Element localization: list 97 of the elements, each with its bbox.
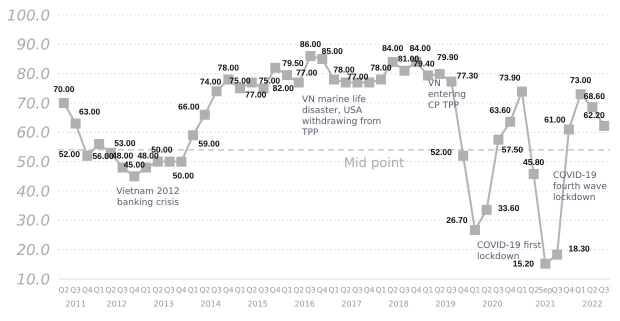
point [317, 54, 328, 64]
data-label: 77.30 [456, 70, 478, 81]
data-label: 70.00 [53, 84, 75, 94]
text: 2020 [482, 300, 503, 309]
data-label: 52.00 [430, 146, 452, 157]
data-label: 53.00 [114, 138, 136, 148]
data-label: 63.00 [78, 106, 101, 117]
y-tick-label: 50.0 [16, 152, 50, 171]
point [329, 74, 339, 85]
y-tick-label: 60.0 [16, 124, 50, 142]
point [306, 51, 316, 62]
data-label: 77.00 [296, 67, 318, 78]
data-label: 45.00 [124, 159, 146, 170]
data-label: 26.70 [446, 215, 468, 226]
y-tick-label: 30.0 [16, 212, 50, 230]
data-label: 77.00 [245, 89, 267, 100]
data-label: 78.00 [333, 64, 355, 75]
annotation: Vietnam 2012 banking crisis [116, 187, 180, 208]
text: 2012 [106, 300, 127, 309]
y-tick-label: 100.0 [7, 6, 50, 24]
data-label: 86.00 [300, 39, 322, 50]
data-label: 63.60 [490, 104, 512, 115]
y-tick-label: 40.0 [16, 182, 50, 200]
data-label: 79.90 [437, 52, 459, 62]
data-label: 45.80 [523, 156, 545, 167]
data-label: 84.00 [382, 42, 404, 53]
data-label: 84.00 [410, 42, 432, 53]
data-label: 61.00 [544, 114, 566, 124]
data-label: 74.00 [200, 76, 222, 86]
point [376, 74, 386, 85]
point [505, 116, 516, 127]
data-label: 75.00 [229, 75, 251, 86]
point [188, 130, 198, 140]
data-label: 66.00 [178, 102, 200, 112]
data-label: 59.00 [198, 138, 220, 148]
data-label: 78.00 [218, 62, 240, 73]
point [587, 102, 598, 112]
point [446, 76, 456, 87]
text: 2016 [294, 300, 315, 309]
y-tick-label: 20.0 [16, 240, 50, 259]
text: 2013 [154, 300, 174, 309]
point [564, 124, 574, 134]
point [493, 134, 504, 145]
point [399, 66, 410, 76]
text: 2019 [435, 300, 456, 309]
text: 2018 [388, 300, 409, 309]
point [552, 250, 562, 260]
point [528, 168, 539, 179]
point [540, 258, 550, 269]
point [270, 62, 280, 73]
data-label: 33.60 [498, 202, 520, 213]
point [599, 120, 610, 131]
data-label: 79.50 [282, 58, 304, 68]
text: 2017 [341, 300, 362, 309]
point [212, 86, 222, 96]
point [434, 68, 445, 79]
data-label: 73.00 [570, 75, 592, 86]
point [164, 156, 175, 167]
data-label: 73.90 [499, 72, 521, 83]
y-tick-label: 90.0 [16, 36, 50, 54]
point [516, 86, 527, 97]
annotation: VN marine life disaster, USA withdrawing from TPP [301, 95, 382, 138]
data-label: 62.20 [583, 110, 606, 120]
data-label: 52.00 [58, 148, 80, 159]
data-label: 68.60 [584, 91, 606, 102]
point [82, 150, 92, 161]
data-label: 82.00 [272, 82, 294, 93]
point [458, 150, 468, 161]
text: 2015 [247, 300, 268, 309]
text: 2014 [200, 300, 221, 309]
point [235, 83, 246, 94]
point [282, 70, 292, 80]
point [94, 139, 104, 150]
y-tick-label: 80.0 [16, 64, 50, 83]
text: 2022 [582, 300, 603, 309]
data-label: 75.00 [258, 75, 280, 86]
point [294, 77, 304, 88]
data-label: 85.00 [322, 46, 344, 56]
y-tick-label: 10.0 [16, 270, 50, 288]
data-label: 50.00 [172, 170, 194, 181]
point [470, 225, 480, 236]
annotation: VN entering CP TPP [428, 79, 466, 111]
point [422, 70, 433, 80]
data-label: 18.30 [568, 244, 590, 254]
text: 2011 [65, 300, 86, 309]
data-label: 78.00 [370, 62, 392, 73]
y-tick-label: 70.0 [16, 94, 50, 112]
point [200, 110, 210, 120]
point [58, 98, 69, 108]
point [176, 156, 186, 167]
text: 2021 [535, 300, 556, 309]
annotation: COVID-19 fourth wave lockdown [553, 171, 608, 203]
ref-line-label: Mid point [344, 156, 404, 171]
point [129, 171, 140, 182]
point [70, 118, 81, 129]
point [482, 204, 492, 215]
data-label: 57.50 [502, 144, 524, 155]
